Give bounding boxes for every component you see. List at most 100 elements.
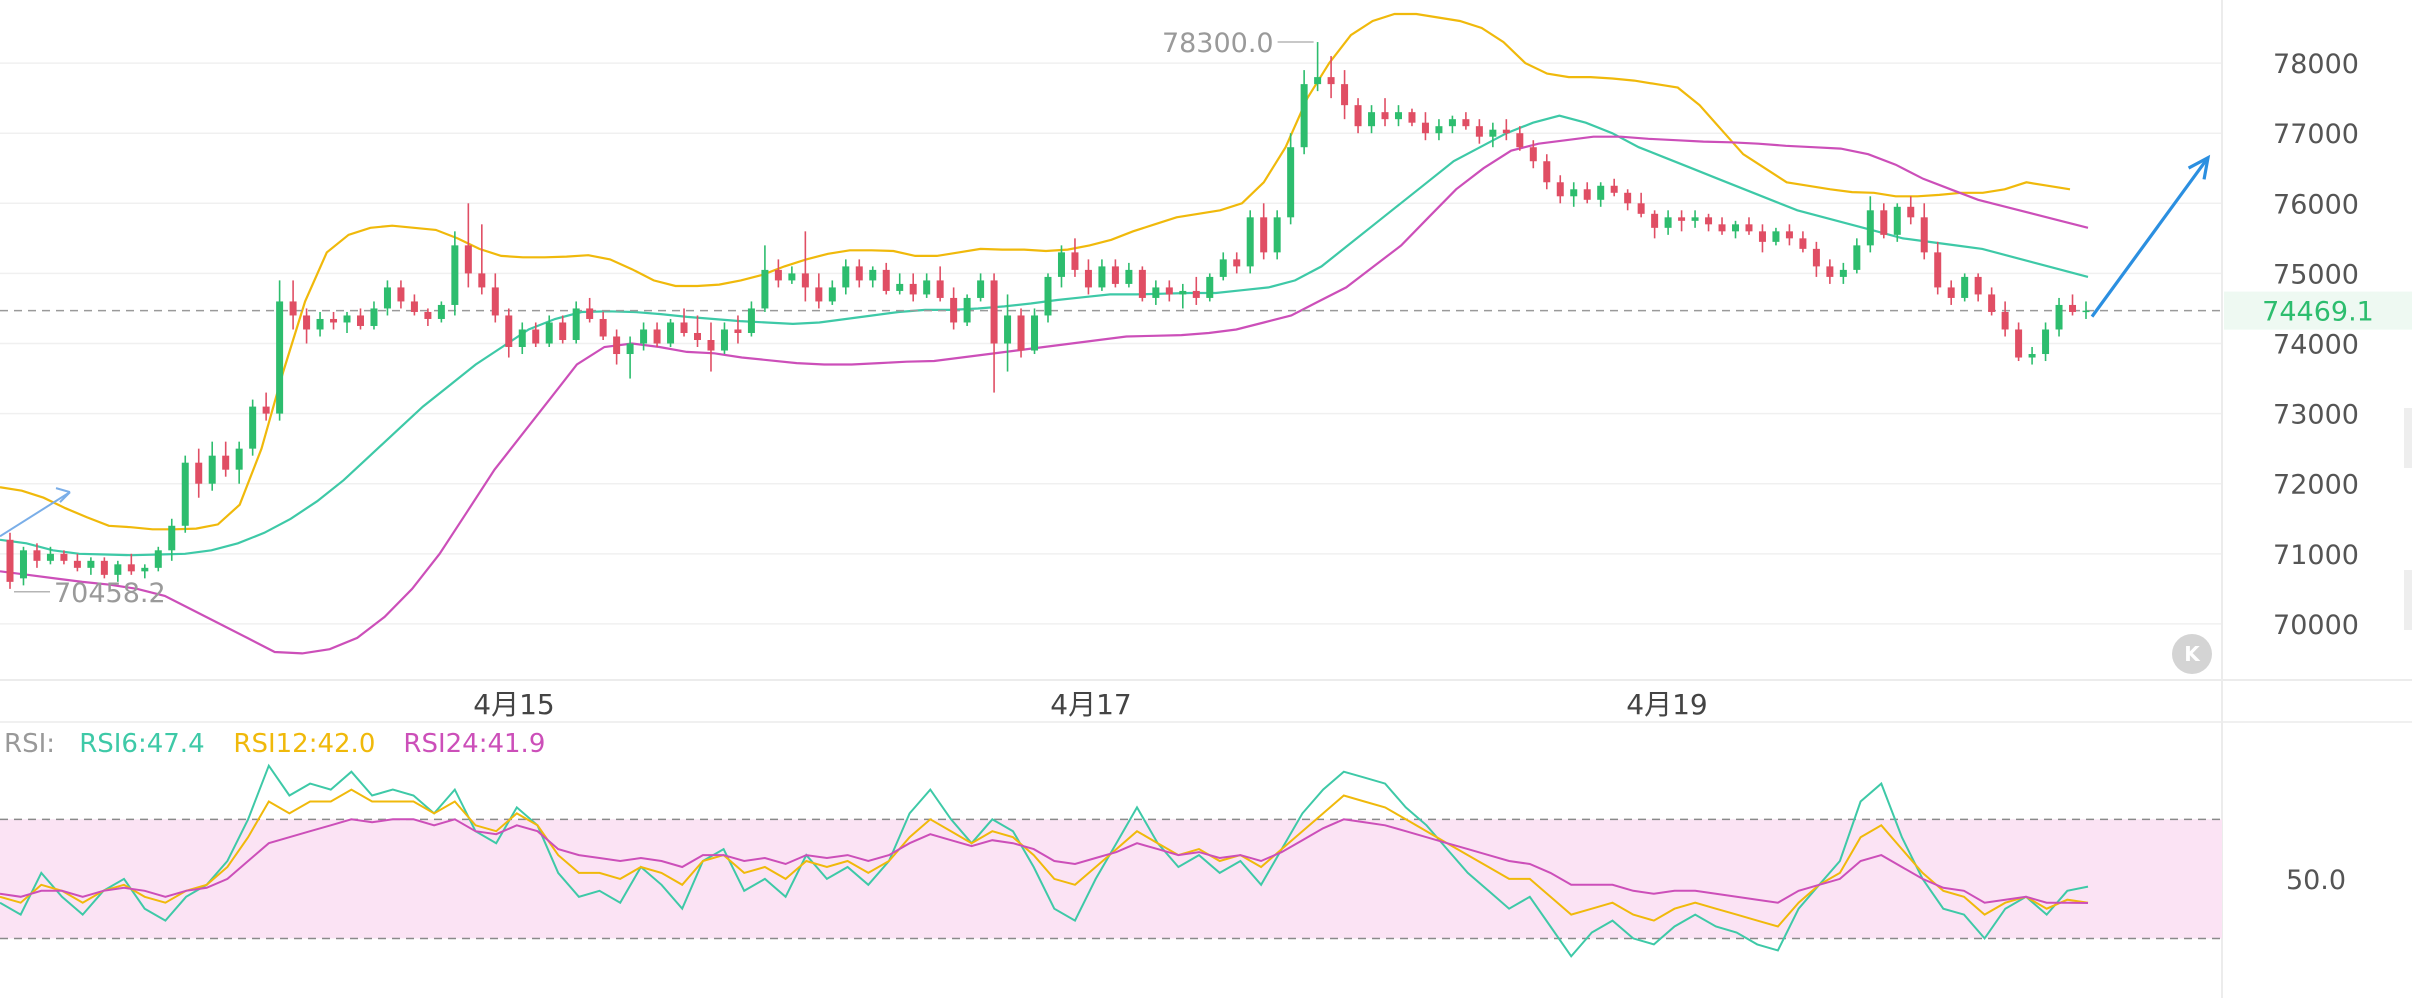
candle-body: [788, 273, 796, 281]
candle-body: [572, 308, 580, 340]
candle: [1624, 189, 1632, 211]
price-tick-label: 75000: [2273, 259, 2359, 290]
candle: [1219, 252, 1227, 281]
candle-body: [1610, 185, 1618, 193]
candle: [909, 273, 917, 302]
candle-body: [410, 301, 418, 312]
candle-body: [1475, 126, 1483, 137]
candle: [518, 322, 526, 355]
candle-body: [1057, 252, 1065, 277]
current-price-label: 74469.1: [2262, 297, 2374, 328]
candle-body: [1314, 77, 1322, 85]
candle: [1691, 210, 1699, 228]
rsi-legend-item: RSI:: [4, 729, 55, 759]
lower-band-line: [0, 135, 2089, 655]
candle-body: [1138, 269, 1146, 298]
candle-body: [936, 280, 944, 298]
candle-body: [100, 560, 108, 575]
candle: [923, 273, 931, 298]
candle-body: [383, 287, 391, 309]
time-tick-label: 4月17: [1050, 688, 1131, 721]
candle-body: [613, 336, 621, 355]
candle: [869, 266, 877, 288]
candle: [208, 441, 216, 491]
candle-body: [154, 550, 162, 568]
candle: [222, 441, 230, 477]
candle-body: [1799, 238, 1807, 249]
candle: [1057, 245, 1065, 288]
candle: [410, 294, 418, 316]
candle-body: [1758, 231, 1766, 242]
candle: [249, 399, 257, 456]
candle-body: [1597, 185, 1605, 200]
candle-body: [815, 287, 823, 302]
rsi-legend-item: RSI24:41.9: [403, 729, 545, 759]
candle-body: [222, 455, 230, 470]
trend-arrow: [2090, 154, 2211, 318]
candle-body: [734, 329, 742, 333]
candle-body: [19, 550, 27, 579]
candle-body: [586, 308, 594, 319]
candle-body: [1421, 122, 1429, 134]
candle-body: [1947, 287, 1955, 298]
candle-body: [1624, 192, 1632, 204]
price-tick-label: 74000: [2273, 330, 2359, 361]
candle: [1988, 287, 1996, 316]
candle-body: [1893, 206, 1901, 235]
candle-body: [1004, 315, 1012, 344]
candle: [1974, 273, 1982, 302]
candle-body: [2055, 304, 2063, 330]
candle: [1233, 252, 1241, 274]
candle: [1273, 210, 1281, 260]
price-annotations: 78300.0 70458.2: [0, 28, 2211, 609]
candle-body: [1084, 269, 1092, 288]
candle: [2015, 322, 2023, 362]
current-price-box: [2224, 291, 2412, 330]
price-tick-label: 72000: [2273, 470, 2359, 501]
candle-body: [424, 311, 432, 319]
candle-body: [1516, 133, 1524, 148]
candle-body: [599, 318, 607, 337]
candle-body: [316, 318, 324, 330]
rsi-band: [0, 819, 2222, 939]
candle: [1017, 308, 1025, 358]
candle: [1408, 108, 1416, 127]
candle-body: [694, 332, 702, 340]
candle: [1246, 210, 1254, 274]
k-badge[interactable]: K: [2172, 634, 2212, 674]
candle: [613, 329, 621, 365]
candle: [141, 564, 149, 579]
candle-body: [235, 448, 243, 470]
candle-body: [249, 406, 257, 449]
candle: [316, 311, 324, 337]
rsi-legend-item: RSI12:42.0: [233, 729, 375, 759]
candle: [1570, 182, 1578, 207]
candle: [1893, 203, 1901, 242]
candle: [1381, 98, 1389, 127]
candle: [370, 301, 378, 330]
candle-body: [1772, 231, 1780, 242]
candle: [586, 297, 594, 323]
candle: [626, 336, 634, 379]
candle-body: [1543, 161, 1551, 183]
small-arrow: [0, 487, 71, 538]
candle: [1084, 259, 1092, 295]
candle: [1839, 262, 1847, 284]
rsi-legend: RSI: RSI6:47.4 RSI12:42.0 RSI24:41.9: [4, 729, 545, 759]
candle: [1678, 210, 1686, 232]
candle-body: [1583, 189, 1591, 200]
candle-body: [1718, 224, 1726, 232]
candle-body: [356, 315, 364, 326]
candle-body: [60, 553, 68, 561]
candle: [289, 280, 297, 330]
candle: [330, 311, 338, 330]
candle: [1192, 276, 1200, 305]
candle: [1812, 241, 1820, 277]
candle-body: [1448, 119, 1456, 127]
candle-body: [505, 315, 513, 348]
high-price-label: 78300.0: [1162, 28, 1274, 59]
scroll-handle: [2404, 408, 2412, 468]
time-tick-label: 4月19: [1626, 688, 1707, 721]
candle-body: [1246, 217, 1254, 267]
